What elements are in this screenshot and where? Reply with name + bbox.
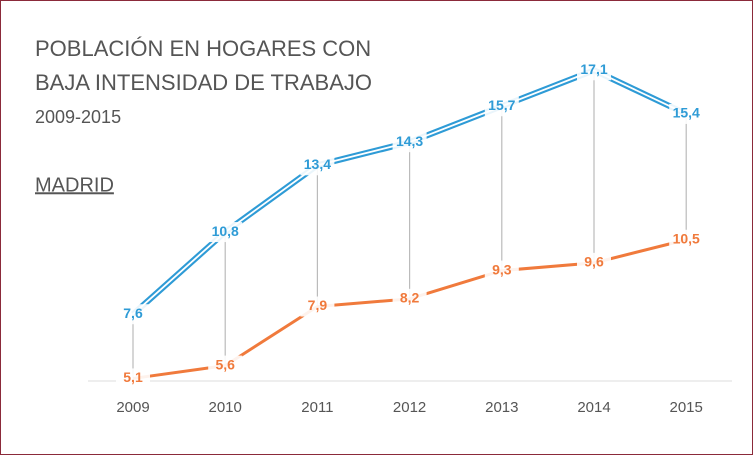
chart-subtitle: 2009-2015 bbox=[35, 107, 121, 127]
data-label: 14,3 bbox=[396, 133, 423, 149]
x-tick-label: 2012 bbox=[393, 399, 426, 416]
label-bg bbox=[300, 296, 335, 317]
label-bg bbox=[392, 132, 427, 153]
label-bg bbox=[669, 229, 704, 250]
label-bg bbox=[208, 222, 243, 243]
data-label: 7,6 bbox=[123, 305, 143, 321]
label-bg bbox=[116, 368, 150, 389]
data-label: 13,4 bbox=[304, 156, 331, 172]
data-label: 10,8 bbox=[212, 223, 239, 239]
x-tick-label: 2010 bbox=[209, 399, 242, 416]
x-tick-label: 2011 bbox=[301, 399, 333, 416]
label-bg bbox=[577, 252, 611, 273]
data-label: 9,3 bbox=[492, 261, 512, 277]
data-label: 15,7 bbox=[488, 97, 515, 113]
label-bg bbox=[300, 155, 335, 176]
data-label: 5,1 bbox=[123, 369, 143, 385]
data-label: 7,9 bbox=[308, 297, 328, 313]
label-bg bbox=[116, 304, 150, 325]
x-tick-label: 2014 bbox=[577, 399, 610, 416]
data-label: 15,4 bbox=[673, 105, 700, 121]
label-bg bbox=[577, 60, 611, 81]
label-bg bbox=[669, 103, 704, 124]
annotation: MADRID bbox=[35, 174, 114, 196]
x-tick-label: 2015 bbox=[670, 399, 703, 416]
chart-title: BAJA INTENSIDAD DE TRABAJO bbox=[35, 70, 372, 95]
data-label: 5,6 bbox=[215, 356, 235, 372]
x-tick-label: 2013 bbox=[485, 399, 518, 416]
label-bg bbox=[484, 96, 519, 117]
data-label: 17,1 bbox=[580, 61, 607, 77]
chart-title: POBLACIÓN EN HOGARES CON bbox=[35, 36, 371, 61]
x-tick-label: 2009 bbox=[116, 399, 149, 416]
label-bg bbox=[392, 288, 427, 309]
data-label: 8,2 bbox=[400, 290, 420, 306]
data-label: 10,5 bbox=[673, 230, 700, 246]
label-bg bbox=[484, 260, 519, 281]
label-bg bbox=[208, 355, 243, 376]
data-label: 9,6 bbox=[584, 254, 604, 270]
